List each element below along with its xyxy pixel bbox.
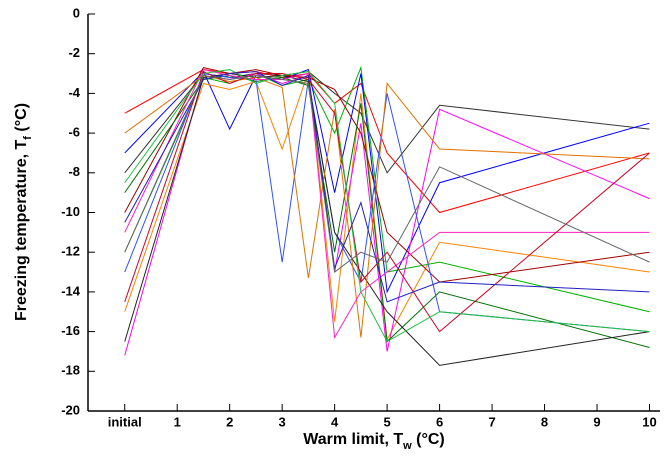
y-axis-title: Freezing temperature, Tf (°C): [13, 103, 34, 321]
series-line: [124, 69, 650, 340]
y-tick-label: -16: [61, 323, 80, 338]
x-tick-label: 7: [488, 414, 495, 429]
x-tick-label: 1: [174, 414, 181, 429]
y-tick-label: -12: [61, 244, 80, 259]
y-tick-label: -18: [61, 363, 80, 378]
series-line: [124, 65, 650, 313]
y-tick-label: -10: [61, 204, 80, 219]
y-tick-label: -8: [68, 164, 80, 179]
series-line: [124, 71, 650, 342]
y-tick-label: -4: [68, 85, 80, 100]
series-line: [124, 69, 650, 214]
x-tick-label: 4: [331, 414, 339, 429]
x-tick-label: 8: [541, 414, 548, 429]
series-line: [124, 74, 650, 273]
x-axis-title: Warm limit, Tw (°C): [303, 431, 444, 452]
y-title-main: Freezing temperature, T: [13, 139, 30, 321]
x-tick-label: 5: [384, 414, 391, 429]
series-line: [124, 74, 650, 338]
x-tick-label: initial: [108, 414, 142, 429]
y-tick-label: -6: [68, 125, 80, 140]
series-line: [124, 68, 650, 294]
y-tick-label: -14: [61, 283, 81, 298]
x-title-unit: (°C): [412, 431, 445, 448]
x-tick-label: 6: [436, 414, 443, 429]
y-tick-label: -2: [68, 45, 80, 60]
series-line: [124, 73, 650, 366]
x-tick-label: 2: [226, 414, 233, 429]
series-line: [124, 73, 650, 356]
x-tick-label: 10: [642, 414, 656, 429]
y-tick-label: -20: [61, 402, 80, 417]
y-title-sub: f: [22, 136, 34, 140]
x-title-main: Warm limit, T: [303, 431, 403, 448]
y-tick-label: 0: [73, 5, 80, 20]
y-title-unit: (°C): [13, 103, 30, 136]
x-title-sub: w: [402, 440, 412, 452]
series-line: [124, 71, 650, 303]
x-tick-label: 9: [593, 414, 600, 429]
x-tick-label: 3: [279, 414, 286, 429]
series-line: [124, 69, 650, 343]
series-line: [124, 75, 650, 348]
series-line: [124, 70, 650, 333]
